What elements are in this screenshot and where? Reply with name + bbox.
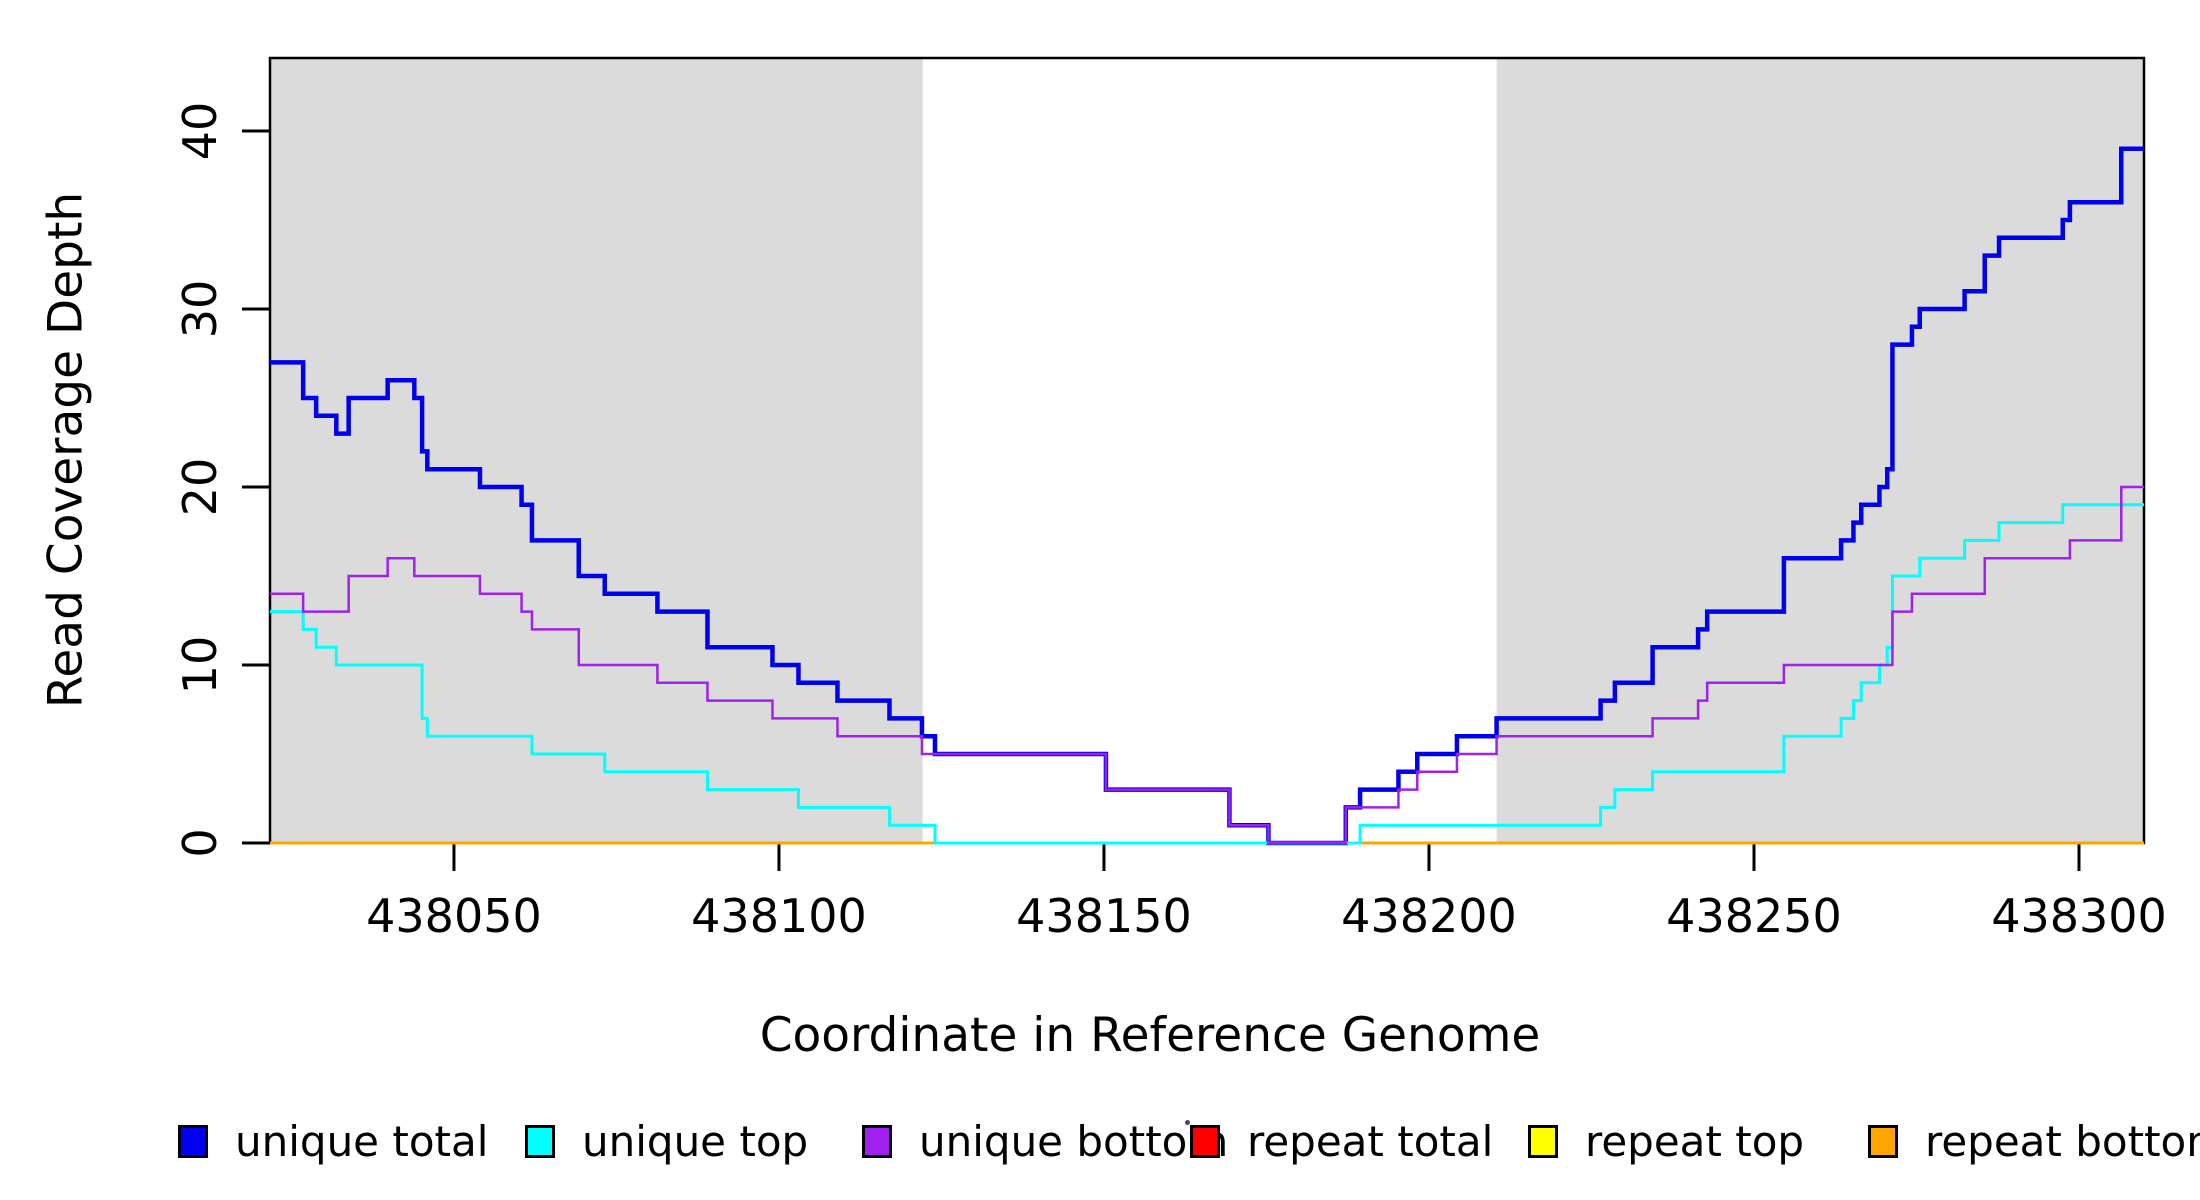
- y-tick-label: 0: [173, 828, 227, 857]
- x-tick-label: 438250: [1666, 889, 1842, 943]
- series-unique-top: [270, 503, 2144, 845]
- legend-swatch: [1190, 1125, 1220, 1158]
- x-axis-title: Coordinate in Reference Genome: [759, 1008, 1541, 1063]
- stray-dot: [1185, 1120, 1190, 1125]
- legend-label: unique total: [235, 1117, 489, 1166]
- legend-item-unique-total: unique total: [178, 1117, 488, 1166]
- y-tick-label: 30: [173, 280, 227, 339]
- shaded-region: [1496, 58, 2144, 843]
- legend-label: repeat bottom: [1925, 1117, 2200, 1166]
- y-axis-title: Read Coverage Depth: [38, 191, 94, 709]
- legend-item-repeat-bottom: repeat bottom: [1868, 1117, 2200, 1166]
- x-tick-label: 438100: [691, 889, 867, 943]
- y-tick-label: 20: [173, 458, 227, 517]
- legend-swatch: [1868, 1125, 1898, 1158]
- legend-swatch: [525, 1125, 555, 1158]
- legend-item-unique-top: unique top: [525, 1117, 808, 1166]
- shaded-region: [270, 58, 923, 843]
- y-tick-label: 10: [173, 636, 227, 695]
- x-tick-label: 438200: [1341, 889, 1517, 943]
- series-unique-bottom: [270, 485, 2144, 845]
- legend-label: unique top: [582, 1117, 809, 1166]
- legend-label: repeat top: [1585, 1117, 1805, 1166]
- legend-item-unique-bottom: unique bottom: [862, 1117, 1228, 1166]
- legend-label: unique bottom: [919, 1117, 1229, 1166]
- legend-label: repeat total: [1247, 1117, 1494, 1166]
- legend-swatch: [1528, 1125, 1558, 1158]
- legend-item-repeat-top: repeat top: [1528, 1117, 1804, 1166]
- x-tick-label: 438300: [1991, 889, 2167, 943]
- x-tick-label: 438050: [366, 889, 542, 943]
- legend-swatch: [178, 1125, 208, 1158]
- y-tick-label: 40: [173, 102, 227, 161]
- legend-swatch: [862, 1125, 892, 1158]
- x-tick-label: 438150: [1016, 889, 1192, 943]
- legend-item-repeat-total: repeat total: [1190, 1117, 1493, 1166]
